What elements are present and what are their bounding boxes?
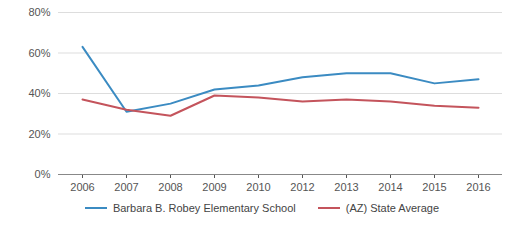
svg-text:2016: 2016 [466,181,490,193]
svg-text:2006: 2006 [70,181,94,193]
svg-text:2012: 2012 [290,181,314,193]
svg-text:40%: 40% [28,87,50,99]
svg-text:2009: 2009 [202,181,226,193]
svg-text:2007: 2007 [114,181,138,193]
html-text:Barbara B. Robey Elementary Sc: Barbara B. Robey Elementary School [112,202,296,214]
svg-text:0%: 0% [35,168,51,180]
svg-text:2013: 2013 [334,181,358,193]
svg-text:80%: 80% [28,6,50,18]
svg-text:2014: 2014 [378,181,402,193]
svg-text:60%: 60% [28,47,50,59]
svg-text:20%: 20% [28,128,50,140]
svg-text:2015: 2015 [422,181,446,193]
html-text:(AZ) State Average: (AZ) State Average [345,202,440,214]
svg-text:2008: 2008 [158,181,182,193]
svg-text:2010: 2010 [246,181,270,193]
